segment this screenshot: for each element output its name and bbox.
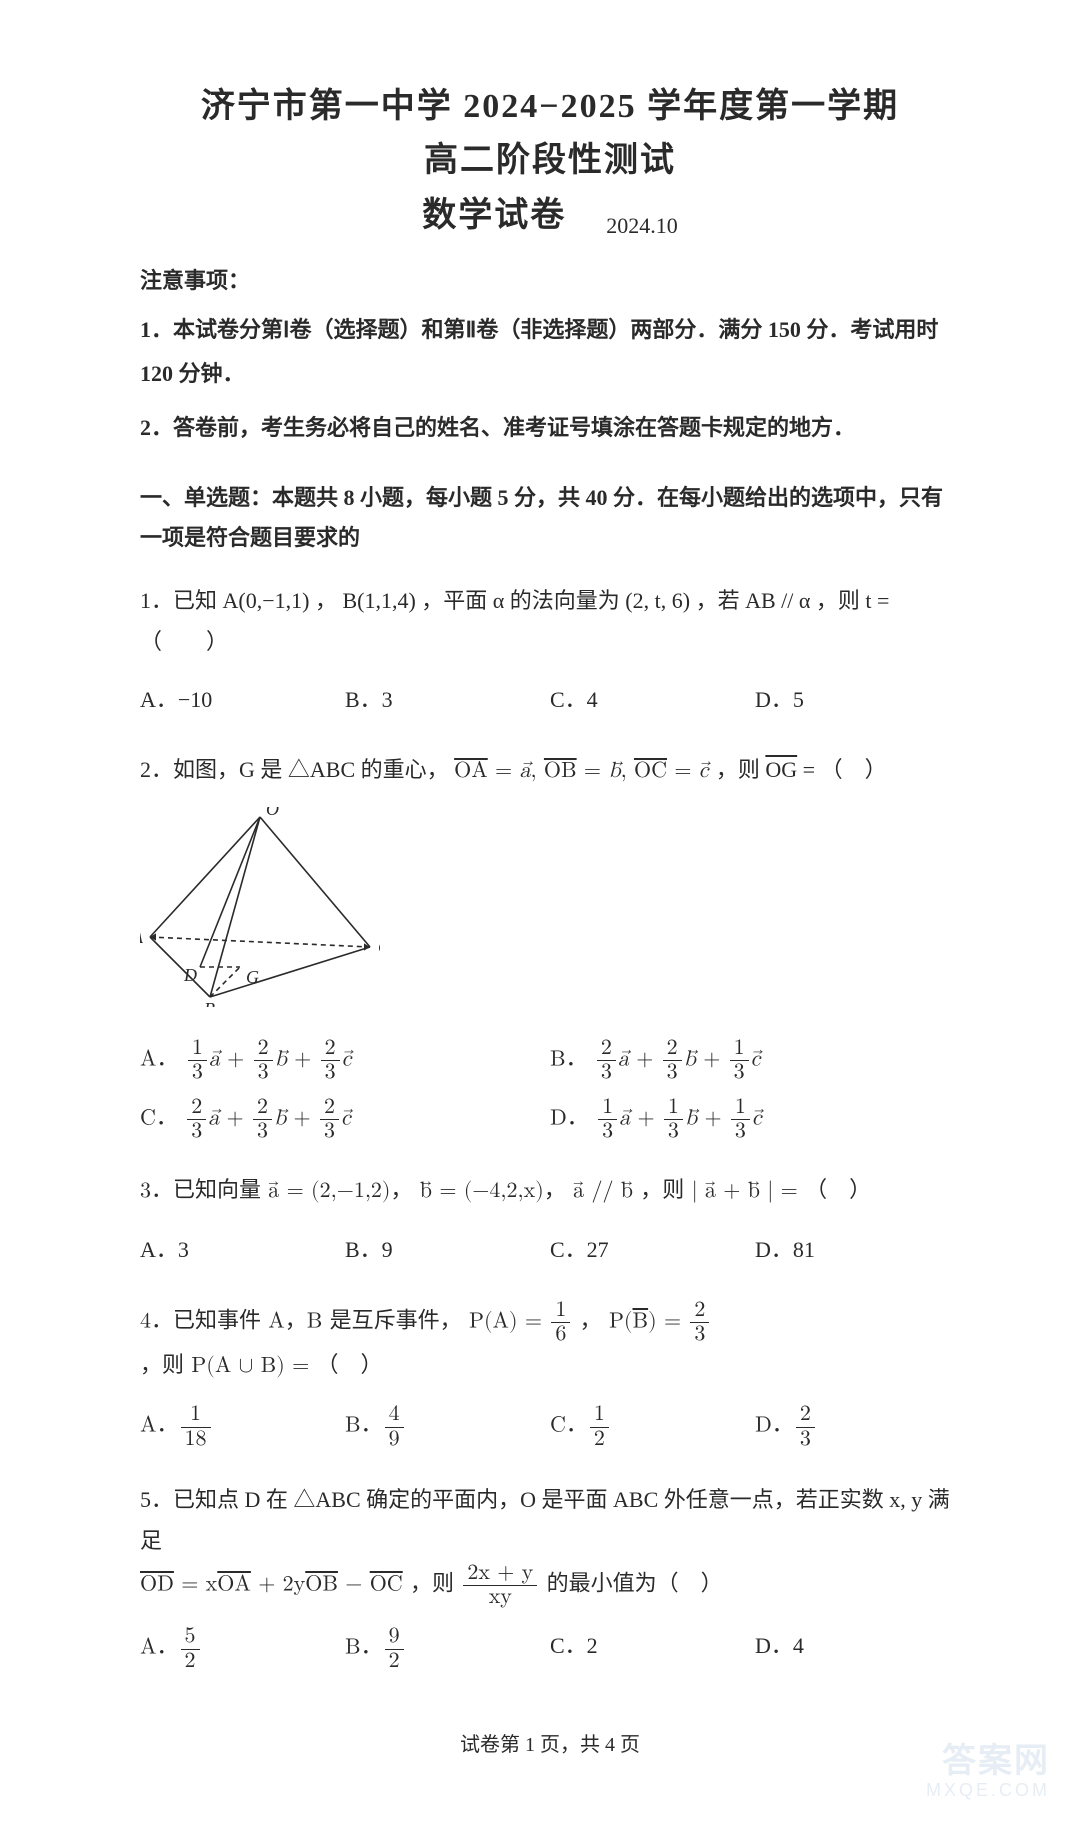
q4-options: A．118 B．49 C．12 D．23 <box>140 1397 960 1456</box>
q5-options: A．52 B．92 C．2 D．4 <box>140 1619 960 1678</box>
q2-stem: 2．如图，G 是 △ABC 的重心， OA = a⃗, OB = b⃗, OC … <box>140 749 960 793</box>
q2-options: A． 13a⃗ + 23b⃗ + 23c⃗ B． 23a⃗ + 23b⃗ + 1… <box>140 1031 960 1149</box>
q1-opt-a: A．−10 <box>140 673 345 727</box>
tetrahedron-icon: O A B C D G <box>140 807 380 1007</box>
q2-stem-post: ，则 OG = （ ） <box>716 757 887 782</box>
q3-options: A．3 B．9 C．27 D．81 <box>140 1223 960 1277</box>
title-row: 数学试卷 2024.10 <box>140 189 960 243</box>
svg-text:B: B <box>204 999 215 1007</box>
q2-opt-a: A． 13a⃗ + 23b⃗ + 23c⃗ <box>140 1031 550 1090</box>
svg-text:C: C <box>378 937 380 957</box>
question-4: 4．已知事件 A，B 是互斥事件， P(A) = 16 ， P(B) = 23 … <box>140 1299 960 1457</box>
q4-opt-a: A．118 <box>140 1397 345 1456</box>
q1-opt-c: C．4 <box>550 673 755 727</box>
q2-diagram: O A B C D G <box>140 807 960 1021</box>
q5-stem-line1: 5．已知点 D 在 △ABC 确定的平面内，O 是平面 ABC 外任意一点，若正… <box>140 1479 960 1563</box>
q2-opt-d: D． 13a⃗ + 13b⃗ + 13c⃗ <box>550 1090 960 1149</box>
notice-item-2: 2．答卷前，考生务必将自己的姓名、准考证号填涂在答题卡规定的地方． <box>140 406 960 450</box>
title-line1: 济宁市第一中学 2024−2025 学年度第一学期 <box>140 80 960 134</box>
q1-opt-d: D．5 <box>755 673 960 727</box>
question-2: 2．如图，G 是 △ABC 的重心， OA = a⃗, OB = b⃗, OC … <box>140 749 960 1149</box>
title-line3: 数学试卷 <box>422 189 566 243</box>
q3-opt-c: C．27 <box>550 1223 755 1277</box>
notice-item-1: 1．本试卷分第Ⅰ卷（选择题）和第Ⅱ卷（非选择题）两部分．满分 150 分．考试用… <box>140 308 960 396</box>
svg-text:D: D <box>183 965 197 985</box>
q2-opt-c: C． 23a⃗ + 23b⃗ + 23c⃗ <box>140 1090 550 1149</box>
q1-stem: 1．已知 A(0,−1,1) ， B(1,1,4) ，平面 α 的法向量为 (2… <box>140 580 960 664</box>
q2-stem-eq: OA = a⃗, OB = b⃗, OC = c⃗ <box>454 760 716 782</box>
question-1: 1．已知 A(0,−1,1) ， B(1,1,4) ，平面 α 的法向量为 (2… <box>140 580 960 727</box>
q2-stem-pre: 2．如图，G 是 △ABC 的重心， <box>140 757 449 782</box>
title-line2: 高二阶段性测试 <box>140 134 960 188</box>
q3-opt-b: B．9 <box>345 1223 550 1277</box>
q4-opt-d: D．23 <box>755 1397 960 1456</box>
question-5: 5．已知点 D 在 △ABC 确定的平面内，O 是平面 ABC 外任意一点，若正… <box>140 1479 960 1679</box>
q5-stem-line2: OD = xOA + 2yOB − OC ，则 2x + yxy 的最小值为（ … <box>140 1562 960 1609</box>
watermark-small: MXQE.COM <box>926 1781 1050 1801</box>
page-footer: 试卷第 1 页，共 4 页 <box>140 1729 960 1761</box>
q5-opt-a: A．52 <box>140 1619 345 1678</box>
q1-options: A．−10 B．3 C．4 D．5 <box>140 673 960 727</box>
q5-opt-d: D．4 <box>755 1619 960 1678</box>
notice-head: 注意事项： <box>140 263 960 298</box>
q5-opt-c: C．2 <box>550 1619 755 1678</box>
q2-opt-b: B． 23a⃗ + 23b⃗ + 13c⃗ <box>550 1031 960 1090</box>
q4-opt-b: B．49 <box>345 1397 550 1456</box>
question-3: 3．已知向量 a⃗ = (2,−1,2)， b⃗ = (−4,2,x)， a⃗ … <box>140 1171 960 1277</box>
q3-opt-a: A．3 <box>140 1223 345 1277</box>
svg-text:A: A <box>140 927 144 947</box>
svg-text:G: G <box>246 967 259 987</box>
q4-stem: 4．已知事件 A，B 是互斥事件， P(A) = 16 ， P(B) = 23 … <box>140 1299 960 1388</box>
q5-opt-b: B．92 <box>345 1619 550 1678</box>
svg-text:O: O <box>266 807 279 819</box>
section-1-header: 一、单选题：本题共 8 小题，每小题 5 分，共 40 分．在每小题给出的选项中… <box>140 478 960 557</box>
exam-date: 2024.10 <box>606 208 678 243</box>
q3-stem: 3．已知向量 a⃗ = (2,−1,2)， b⃗ = (−4,2,x)， a⃗ … <box>140 1171 960 1213</box>
q1-opt-b: B．3 <box>345 673 550 727</box>
q4-opt-c: C．12 <box>550 1397 755 1456</box>
q3-opt-d: D．81 <box>755 1223 960 1277</box>
